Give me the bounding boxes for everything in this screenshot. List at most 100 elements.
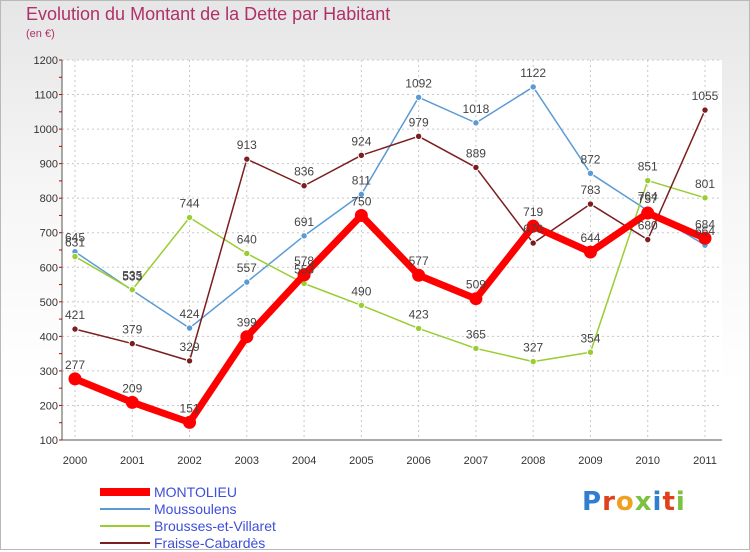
data-label-montolieu: 750 <box>351 194 371 208</box>
data-label-moussoulens: 691 <box>294 215 314 229</box>
legend-swatch <box>100 525 150 527</box>
data-point-fraisse-cabard-s <box>128 339 136 348</box>
legend-item-brousses-et-villaret: Brousses-et-Villaret <box>100 518 400 534</box>
y-tick-label: 1100 <box>34 90 58 102</box>
data-point-moussoulens <box>185 324 194 332</box>
chart-subtitle: (en €) <box>26 28 55 40</box>
data-point-montolieu <box>583 245 597 259</box>
x-tick-label: 2004 <box>292 455 316 467</box>
x-tick-label: 2003 <box>235 455 259 467</box>
data-label-fraisse-cabard-s: 379 <box>122 323 142 337</box>
data-point-montolieu <box>354 208 368 222</box>
data-label-montolieu: 757 <box>638 192 658 206</box>
data-label-brousses-et-villaret: 327 <box>523 341 543 355</box>
x-tick-label: 2008 <box>521 455 545 467</box>
data-point-brousses-et-villaret <box>243 249 251 258</box>
x-tick-label: 2000 <box>63 455 87 467</box>
data-label-brousses-et-villaret: 631 <box>65 236 85 250</box>
legend-item-moussoulens: Moussoulens <box>100 501 400 517</box>
data-label-montolieu: 577 <box>409 254 429 268</box>
logo-letter: i <box>652 487 663 517</box>
series-line-montolieu <box>71 209 709 426</box>
x-tick-label: 2009 <box>578 455 602 467</box>
data-point-brousses-et-villaret <box>701 194 709 202</box>
data-point-montolieu <box>68 372 82 386</box>
data-point-brousses-et-villaret <box>472 344 480 353</box>
y-tick-label: 900 <box>40 159 58 171</box>
x-tick-label: 2002 <box>177 455 201 467</box>
data-label-fraisse-cabard-s: 670 <box>523 222 543 236</box>
data-label-montolieu: 719 <box>523 205 543 219</box>
logo-letter: r <box>602 487 616 517</box>
data-label-brousses-et-villaret: 744 <box>180 197 200 211</box>
data-label-brousses-et-villaret: 640 <box>237 232 257 246</box>
data-point-fraisse-cabard-s <box>472 163 480 172</box>
proxiti-logo: Proxiti <box>582 487 686 517</box>
data-label-fraisse-cabard-s: 1055 <box>692 89 719 103</box>
logo-letter: o <box>615 487 635 517</box>
data-point-montolieu <box>469 292 483 306</box>
x-tick-label: 2010 <box>635 455 659 467</box>
data-label-montolieu: 277 <box>65 358 85 372</box>
data-point-brousses-et-villaret <box>529 357 537 366</box>
data-point-fraisse-cabard-s <box>644 235 652 244</box>
data-point-moussoulens <box>243 278 251 286</box>
logo-letter: t <box>662 487 676 517</box>
data-label-fraisse-cabard-s: 329 <box>180 340 200 354</box>
data-point-montolieu <box>183 415 197 429</box>
data-label-brousses-et-villaret: 553 <box>294 263 314 277</box>
data-label-moussoulens: 1122 <box>520 66 546 80</box>
data-label-moussoulens: 557 <box>237 261 257 275</box>
data-point-fraisse-cabard-s <box>586 200 595 208</box>
legend-label: MONTOLIEU <box>154 484 237 500</box>
data-point-brousses-et-villaret <box>128 286 136 294</box>
data-label-brousses-et-villaret: 801 <box>695 177 715 191</box>
data-label-montolieu: 644 <box>580 231 600 245</box>
data-point-brousses-et-villaret <box>414 324 423 333</box>
legend-label: Moussoulens <box>154 501 237 517</box>
data-point-moussoulens <box>414 93 423 102</box>
data-point-moussoulens <box>586 169 595 178</box>
data-point-brousses-et-villaret <box>357 301 366 309</box>
y-tick-label: 600 <box>40 262 58 274</box>
data-label-montolieu: 509 <box>466 278 486 292</box>
data-label-fraisse-cabard-s: 783 <box>580 183 600 197</box>
data-point-montolieu <box>240 330 254 344</box>
data-label-brousses-et-villaret: 365 <box>466 327 486 341</box>
data-label-fraisse-cabard-s: 421 <box>65 308 85 322</box>
data-label-moussoulens: 645 <box>65 231 85 245</box>
data-point-fraisse-cabard-s <box>185 357 194 365</box>
x-tick-label: 2011 <box>693 455 717 467</box>
data-label-moussoulens: 424 <box>180 307 200 321</box>
data-point-brousses-et-villaret <box>644 176 652 185</box>
data-point-fraisse-cabard-s <box>701 106 709 114</box>
data-point-brousses-et-villaret <box>71 252 79 261</box>
data-point-fraisse-cabard-s <box>357 151 366 160</box>
data-point-fraisse-cabard-s <box>300 182 308 190</box>
legend-label: Brousses-et-Villaret <box>154 518 276 534</box>
data-label-montolieu: 578 <box>294 254 314 268</box>
y-tick-label: 1200 <box>34 55 58 67</box>
data-point-montolieu <box>125 395 139 409</box>
legend-label: Fraisse-Cabardès <box>154 535 266 551</box>
y-tick-label: 1000 <box>34 124 58 136</box>
data-label-montolieu: 209 <box>122 381 142 395</box>
data-label-moussoulens: 1018 <box>463 102 490 116</box>
series-line-brousses-et-villaret <box>74 179 706 363</box>
y-tick-label: 700 <box>40 228 58 240</box>
data-point-montolieu <box>698 231 712 245</box>
data-point-moussoulens <box>472 119 480 127</box>
data-label-brousses-et-villaret: 535 <box>122 269 142 283</box>
data-label-moussoulens: 1092 <box>405 76 432 90</box>
x-tick-label: 2001 <box>120 455 144 467</box>
data-label-montolieu: 684 <box>695 217 715 231</box>
data-label-moussoulens: 811 <box>352 173 371 187</box>
x-tick-label: 2007 <box>464 455 488 467</box>
legend-swatch <box>100 488 150 496</box>
chart-title: Evolution du Montant de la Dette par Hab… <box>26 4 391 24</box>
data-label-moussoulens: 872 <box>580 152 600 166</box>
legend-item-montolieu: MONTOLIEU <box>100 484 400 500</box>
data-point-brousses-et-villaret <box>185 213 194 222</box>
logo-letter: i <box>675 487 686 517</box>
